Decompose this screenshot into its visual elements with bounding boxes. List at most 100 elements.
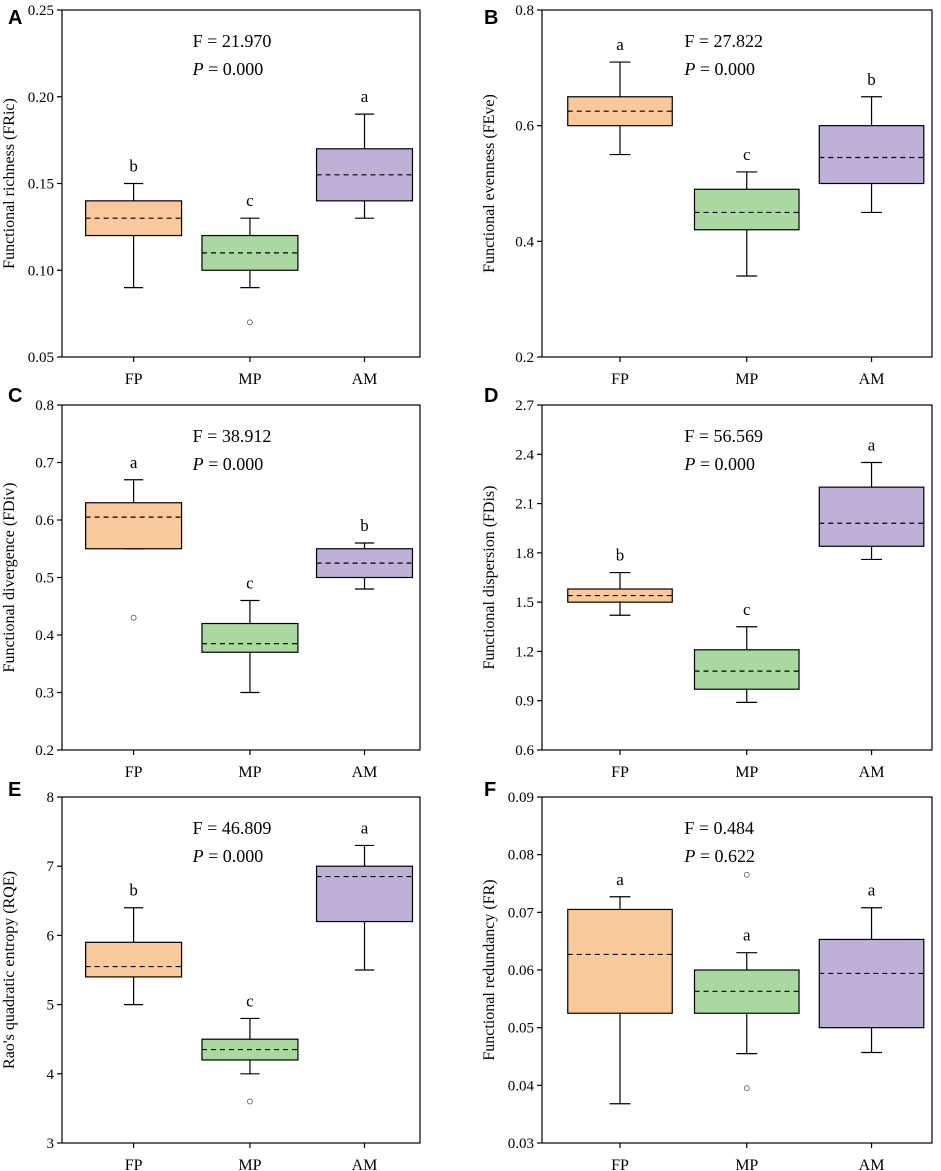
significance-letter: a: [868, 881, 876, 900]
box-body: [85, 941, 183, 978]
y-tick-label: 1.2: [515, 644, 534, 660]
y-tick-label: 8: [47, 790, 55, 806]
panel-letter: D: [484, 385, 498, 407]
outlier-point: [246, 1098, 253, 1105]
x-category-label: MP: [238, 764, 261, 781]
significance-letter: b: [129, 157, 138, 176]
y-tick-label: 0.07: [508, 905, 535, 921]
box-body: [818, 125, 925, 185]
y-tick-label: 0.25: [28, 3, 54, 19]
outlier-point: [743, 871, 750, 878]
box-fp: a: [567, 870, 673, 1105]
y-tick-label: 0.7: [35, 456, 54, 472]
y-tick-label: 0.2: [515, 350, 534, 366]
panel-b: B 0.2 0.4 0.6 0.8 Functional evenness (FEve) F…: [481, 3, 933, 388]
y-tick-label: 1.8: [515, 546, 534, 562]
box-body: [818, 938, 925, 1029]
y-tick-label: 4: [47, 1067, 55, 1083]
significance-letter: a: [361, 87, 369, 106]
y-tick-label: 0.3: [35, 686, 54, 702]
box-mp: c: [693, 145, 800, 277]
x-category-label: FP: [611, 1157, 629, 1171]
y-tick-label: 0.15: [28, 177, 54, 193]
p-value: P = 0.000: [683, 59, 755, 79]
y-tick-label: 2.7: [515, 398, 534, 414]
box-body: [567, 96, 673, 127]
box-mp: a: [693, 871, 800, 1092]
p-number: = 0.000: [204, 846, 264, 866]
panel-letter: F: [484, 779, 496, 801]
x-category-label: FP: [611, 371, 629, 388]
significance-letter: a: [616, 35, 624, 54]
box-fp: b: [85, 157, 183, 289]
x-category-label: AM: [859, 1157, 885, 1171]
y-tick-label: 0.8: [515, 3, 534, 19]
box-am: b: [315, 516, 414, 590]
y-tick-label: 5: [47, 998, 55, 1014]
panel-c: C 0.2 0.3 0.4 0.5 0.6 0.7 0.8 Functional diverge…: [1, 385, 421, 781]
p-number: = 0.622: [695, 846, 755, 866]
y-tick-label: 0.6: [515, 743, 534, 759]
significance-letter: c: [246, 191, 254, 210]
p-number: = 0.000: [695, 454, 755, 474]
y-tick-label: 0.04: [508, 1078, 535, 1094]
box-am: a: [818, 436, 925, 561]
significance-letter: b: [129, 881, 138, 900]
significance-letter: c: [743, 600, 751, 619]
y-axis-title: Functional dispersion (FDis): [481, 486, 498, 670]
f-statistic: F = 0.484: [684, 818, 754, 838]
y-tick-label: 0.09: [508, 790, 534, 806]
p-number: = 0.000: [204, 454, 264, 474]
y-tick-label: 0.8: [35, 398, 54, 414]
f-statistic: F = 27.822: [684, 31, 763, 51]
panel-a: A 0.05 0.10 0.15 0.20 0.25 Functional richness…: [1, 3, 421, 388]
x-category-label: FP: [611, 764, 629, 781]
box-fp: a: [567, 35, 673, 156]
x-category-label: AM: [859, 764, 885, 781]
f-statistic: F = 56.569: [684, 426, 763, 446]
panel-f: F 0.03 0.04 0.05 0.06 0.07 0.08 0.09 Functional …: [481, 779, 933, 1171]
x-category-label: FP: [125, 1157, 143, 1171]
y-axis-title: Rao's quadratic entropy (RQE): [1, 871, 18, 1069]
y-tick-label: 0.9: [515, 694, 534, 710]
p-symbol: P: [192, 454, 204, 474]
y-tick-label: 0.2: [35, 743, 54, 759]
y-tick-label: 0.06: [508, 963, 535, 979]
panel-d: D 0.6 0.9 1.2 1.5 1.8 2.1 2.4 2.7 Functional disp…: [481, 385, 933, 781]
box-body: [693, 969, 800, 1014]
p-value: P = 0.000: [683, 454, 755, 474]
box-mp: c: [693, 600, 800, 703]
panel-e: E 3 4 5 6 7 8 Rao's quadratic entropy (RQE) F = …: [1, 779, 421, 1171]
p-value: P = 0.000: [192, 846, 264, 866]
significance-letter: a: [868, 436, 876, 455]
p-symbol: P: [683, 59, 695, 79]
y-tick-label: 3: [47, 1136, 55, 1152]
box-body: [201, 622, 299, 653]
box-mp: c: [201, 574, 299, 694]
y-tick-label: 2.1: [515, 497, 534, 513]
outlier-point: [130, 614, 137, 621]
y-tick-label: 6: [47, 928, 55, 944]
box-body: [567, 588, 673, 603]
significance-letter: b: [867, 70, 876, 89]
f-statistic: F = 21.970: [193, 31, 272, 51]
panel-letter: C: [8, 385, 22, 407]
significance-letter: c: [246, 574, 254, 593]
significance-letter: a: [743, 926, 751, 945]
y-tick-label: 0.03: [508, 1136, 534, 1152]
f-statistic: F = 46.809: [193, 818, 272, 838]
y-axis-title: Functional divergence (FDiv): [1, 483, 18, 673]
p-symbol: P: [683, 846, 695, 866]
box-fp: b: [567, 546, 673, 616]
x-category-label: AM: [352, 371, 378, 388]
x-category-label: MP: [735, 764, 758, 781]
box-mp: c: [201, 991, 299, 1105]
p-number: = 0.000: [204, 59, 264, 79]
box-am: a: [315, 818, 414, 971]
y-tick-label: 0.10: [28, 263, 54, 279]
y-tick-label: 7: [47, 859, 55, 875]
y-tick-label: 0.4: [35, 628, 54, 644]
p-value: P = 0.000: [192, 59, 264, 79]
significance-letter: a: [616, 870, 624, 889]
plot-frame: [61, 796, 421, 1144]
